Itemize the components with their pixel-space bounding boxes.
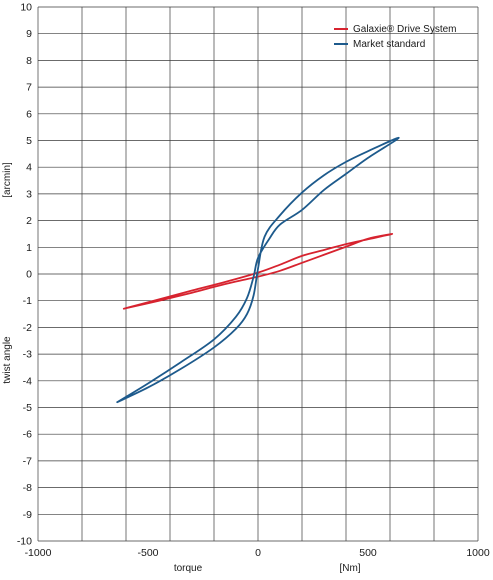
y-tick-label: -4 [23, 375, 32, 387]
y-tick-label: 0 [26, 269, 32, 281]
x-axis-label: torque [174, 563, 203, 574]
y-tick-label: -3 [23, 349, 32, 361]
axis-labels: torque [Nm] twist angle [arcmin] [2, 162, 361, 574]
y-tick-label: 3 [26, 188, 32, 200]
y-tick-label: 2 [26, 215, 32, 227]
legend-label-market-standard: Market standard [353, 39, 425, 50]
x-tick-label: -1000 [25, 547, 52, 559]
y-tick-label: -1 [23, 295, 32, 307]
y-tick-label: -9 [23, 509, 32, 521]
y-tick-label: 10 [20, 2, 32, 14]
x-tick-label: 500 [359, 547, 377, 559]
grid [37, 6, 479, 542]
series-line-0 [122, 233, 394, 310]
y-tick-label: 4 [26, 162, 32, 174]
y-tick-label: -10 [17, 536, 32, 548]
y-tick-label: -5 [23, 402, 32, 414]
x-tick-label: -500 [137, 547, 158, 559]
series [116, 136, 400, 404]
y-tick-label: -2 [23, 322, 32, 334]
y-tick-label: -8 [23, 482, 32, 494]
legend: Galaxie® Drive System Market standard [334, 24, 457, 50]
y-tick-label: 8 [26, 55, 32, 67]
y-tick-label: 9 [26, 28, 32, 40]
legend-label-galaxie: Galaxie® Drive System [353, 24, 457, 35]
y-tick-label: -7 [23, 455, 32, 467]
y-tick-label: 1 [26, 242, 32, 254]
y-tick-label: 6 [26, 108, 32, 120]
x-tick-label: 1000 [466, 547, 490, 559]
y-tick-label: 5 [26, 135, 32, 147]
y-tick-label: 7 [26, 82, 32, 94]
y-axis-label: twist angle [2, 336, 13, 384]
series-line-1 [116, 136, 400, 404]
y-axis-unit: [arcmin] [2, 162, 13, 198]
x-axis-unit: [Nm] [339, 563, 360, 574]
x-tick-label: 0 [255, 547, 261, 559]
y-tick-label: -6 [23, 429, 32, 441]
